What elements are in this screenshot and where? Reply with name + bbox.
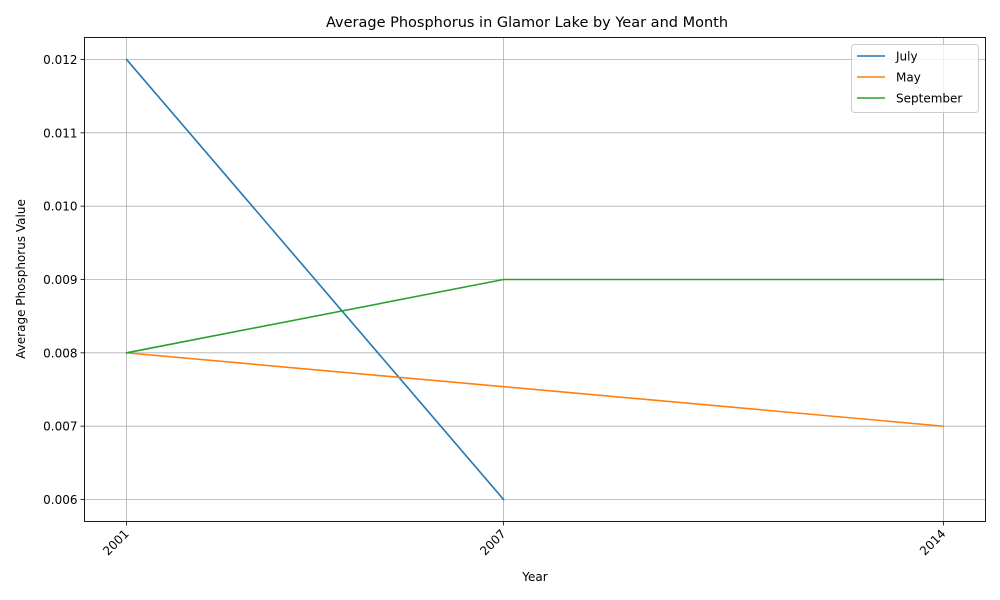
y-axis-label: Average Phosphorus Value: [14, 199, 28, 359]
y-axis-ticks: 0.006 0.007 0.008 0.009 0.010 0.011 0.012: [43, 53, 85, 507]
chart-title: Average Phosphorus in Glamor Lake by Yea…: [326, 15, 728, 31]
x-axis-label: Year: [521, 570, 547, 584]
series-line-may: [125, 351, 945, 428]
y-tick-label: 0.009: [43, 273, 77, 287]
series-group: [125, 58, 945, 501]
legend-label-may: May: [896, 71, 921, 85]
y-tick-label: 0.007: [43, 420, 77, 434]
legend-frame: [851, 44, 979, 113]
y-tick-label: 0.011: [43, 126, 77, 140]
series-line-september: [125, 278, 945, 354]
series-line-july: [125, 58, 505, 501]
legend-label-september: September: [896, 92, 962, 106]
y-tick-label: 0.006: [43, 493, 77, 507]
legend-label-july: July: [895, 50, 918, 64]
legend: July May September: [851, 44, 979, 113]
y-tick-label: 0.010: [43, 200, 77, 214]
grid-lines: [84, 37, 986, 522]
y-tick-label: 0.008: [43, 346, 77, 360]
y-tick-label: 0.012: [43, 53, 77, 67]
